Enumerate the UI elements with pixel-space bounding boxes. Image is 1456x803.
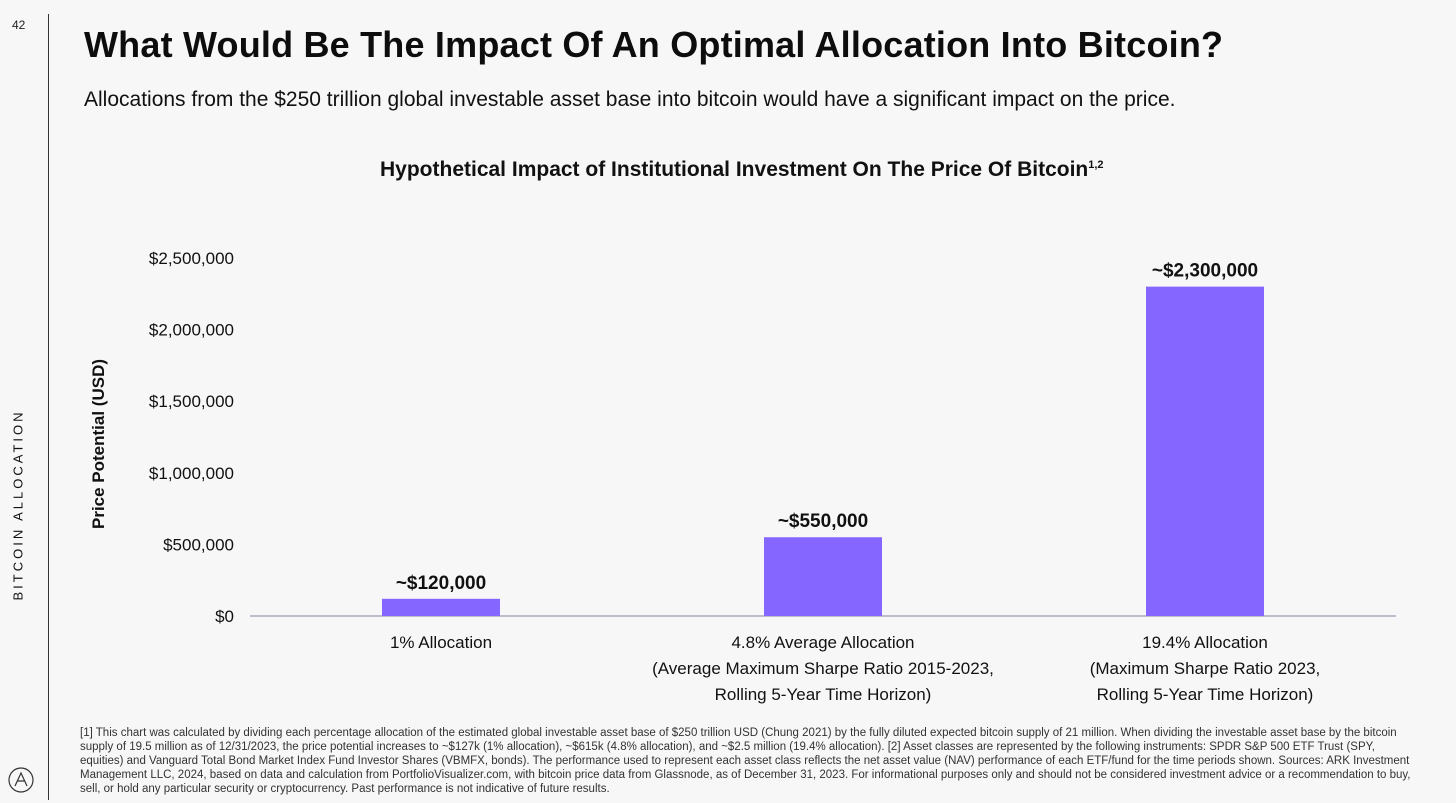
y-tick-label: $2,500,000 <box>149 249 234 268</box>
y-tick-label: $1,000,000 <box>149 464 234 483</box>
bar-chart: Price Potential (USD) $0 $500,000 $1,000,00… <box>89 249 1396 704</box>
y-tick-label: $0 <box>215 607 234 626</box>
x-tick-label: 4.8% Average Allocation (Average Maximum … <box>652 633 994 704</box>
page-title: What Would Be The Impact Of An Optimal A… <box>84 24 1224 65</box>
y-tick-label: $2,000,000 <box>149 321 234 340</box>
x-tick-label-line: 4.8% Average Allocation <box>731 633 914 652</box>
x-tick-label: 19.4% Allocation (Maximum Sharpe Ratio 20… <box>1090 633 1321 704</box>
x-tick-label-line: 1% Allocation <box>390 633 492 652</box>
bar <box>382 598 500 616</box>
page-subtitle: Allocations from the $250 trillion globa… <box>84 88 1176 111</box>
data-label: ~$2,300,000 <box>1152 261 1258 282</box>
x-tick-label-line: 19.4% Allocation <box>1142 633 1268 652</box>
left-divider <box>48 14 49 800</box>
x-tick-label-line: (Maximum Sharpe Ratio 2023, <box>1090 659 1321 678</box>
data-label: ~$120,000 <box>396 573 486 594</box>
y-axis-label: Price Potential (USD) <box>89 359 108 529</box>
data-label: ~$550,000 <box>778 511 868 532</box>
y-tick-label: $1,500,000 <box>149 392 234 411</box>
bar <box>1146 286 1264 616</box>
page-number: 42 <box>12 18 26 32</box>
x-tick-label-line: Rolling 5-Year Time Horizon) <box>715 685 932 704</box>
y-tick-label: $500,000 <box>163 535 234 554</box>
x-tick-label-line: Rolling 5-Year Time Horizon) <box>1097 685 1314 704</box>
chart-title: Hypothetical Impact of Institutional Inv… <box>380 158 1104 182</box>
chart-title-text: Hypothetical Impact of Institutional Inv… <box>380 158 1089 181</box>
x-tick-label-line: (Average Maximum Sharpe Ratio 2015-2023, <box>652 659 994 678</box>
chart-title-footnote-ref: 1,2 <box>1088 159 1104 171</box>
footnote: [1] This chart was calculated by dividin… <box>80 727 1411 795</box>
ark-logo-icon <box>8 767 34 793</box>
x-tick-label: 1% Allocation <box>390 633 492 652</box>
bar <box>764 537 882 616</box>
